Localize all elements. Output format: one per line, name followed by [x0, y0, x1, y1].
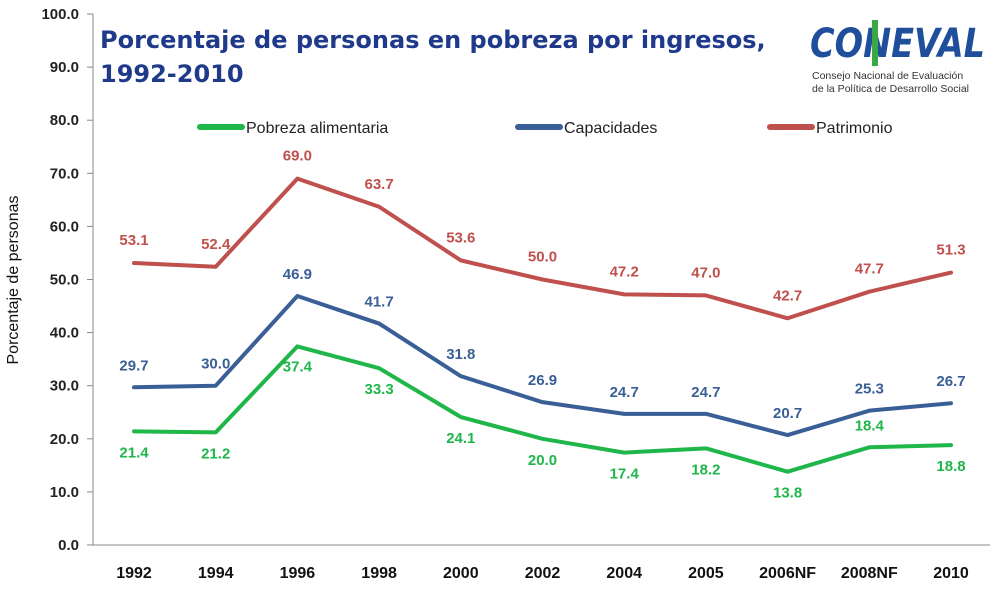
y-tick-label: 70.0: [50, 165, 79, 182]
x-tick-label: 1998: [361, 565, 397, 582]
data-label: 24.7: [610, 384, 639, 401]
data-label: 24.7: [691, 384, 720, 401]
logo-subtitle-line2: de la Política de Desarrollo Social: [812, 83, 969, 95]
y-tick-label: 10.0: [50, 484, 79, 501]
data-label: 50.0: [528, 249, 557, 266]
y-tick-label: 30.0: [50, 378, 79, 395]
series-line: [132, 293, 953, 438]
x-tick-label: 2008NF: [841, 565, 898, 582]
x-tick-label: 2002: [525, 565, 561, 582]
data-label: 24.1: [446, 430, 475, 447]
data-label: 25.3: [855, 381, 884, 398]
data-label: 47.7: [855, 261, 884, 278]
y-tick-label: 100.0: [41, 6, 79, 23]
logo-wordmark: CONEVAL: [810, 21, 985, 67]
x-tick-label: 2005: [688, 565, 724, 582]
data-label: 47.2: [610, 263, 639, 280]
series-line: [132, 344, 953, 474]
data-label: 33.3: [364, 381, 393, 398]
data-label: 21.2: [201, 445, 230, 462]
data-label: 63.7: [364, 176, 393, 193]
y-tick-label: 80.0: [50, 112, 79, 129]
x-tick-label: 2004: [606, 565, 642, 582]
data-label: 42.7: [773, 287, 802, 304]
logo-accent-bar: [872, 20, 878, 66]
data-label: 13.8: [773, 485, 802, 502]
data-label: 37.4: [283, 358, 313, 375]
x-tick-label: 2000: [443, 565, 479, 582]
data-label: 20.7: [773, 405, 802, 422]
y-tick-label: 50.0: [50, 272, 79, 289]
data-label: 69.0: [283, 148, 312, 165]
data-label: 21.4: [119, 444, 149, 461]
data-label: 52.4: [201, 236, 231, 253]
y-tick-label: 20.0: [50, 431, 79, 448]
x-tick-label: 1994: [198, 565, 234, 582]
data-label: 26.9: [528, 372, 557, 389]
legend: Pobreza alimentaria Capacidades Patrimonio: [197, 120, 893, 137]
legend-entry: Capacidades: [564, 120, 657, 137]
data-label: 53.6: [446, 229, 475, 246]
series-line: [132, 176, 953, 321]
y-tick-label: 0.0: [58, 537, 79, 554]
legend-entry: Patrimonio: [816, 120, 893, 137]
data-label: 47.0: [691, 264, 720, 281]
data-label: 46.9: [283, 266, 312, 283]
data-label: 20.0: [528, 452, 557, 469]
data-label: 51.3: [936, 242, 965, 259]
x-tick-label: 2010: [933, 565, 969, 582]
x-tick-label: 2006NF: [759, 565, 816, 582]
y-tick-label: 90.0: [50, 59, 79, 76]
y-axis-ticks: 0.0 10.0 20.0 30.0 40.0 50.0 60.0 70.0 80.0 90.0 1…: [41, 6, 93, 554]
data-label: 30.0: [201, 356, 230, 373]
series-group: 21.4 21.2 37.4 33.3 24.1 20.0 17.4 18.2 13.8 18.4…: [119, 148, 965, 502]
x-axis-ticks: 1992 1994 1996 1998 2000 2002 2004 2005 2006NF 20…: [116, 565, 969, 582]
data-label: 18.4: [855, 417, 885, 434]
y-axis-label: Porcentaje de personas: [5, 196, 22, 365]
legend-entry: Pobreza alimentaria: [246, 120, 388, 137]
x-tick-label: 1992: [116, 565, 152, 582]
y-tick-label: 60.0: [50, 218, 79, 235]
logo-subtitle-line1: Consejo Nacional de Evaluación: [812, 70, 963, 82]
coneval-logo: CONEVAL Consejo Nacional de Evaluación d…: [810, 20, 985, 95]
x-tick-label: 1996: [280, 565, 316, 582]
data-label: 18.2: [691, 461, 720, 478]
data-label: 53.1: [119, 232, 148, 249]
data-label: 31.8: [446, 346, 475, 363]
data-label: 17.4: [610, 466, 640, 483]
data-label: 26.7: [936, 373, 965, 390]
data-label: 18.8: [936, 458, 965, 475]
chart-title-line2: 1992-2010: [100, 60, 244, 88]
data-label: 29.7: [119, 357, 148, 374]
chart-title-line1: Porcentaje de personas en pobreza por in…: [100, 26, 766, 54]
y-tick-label: 40.0: [50, 325, 79, 342]
data-label: 41.7: [364, 294, 393, 311]
